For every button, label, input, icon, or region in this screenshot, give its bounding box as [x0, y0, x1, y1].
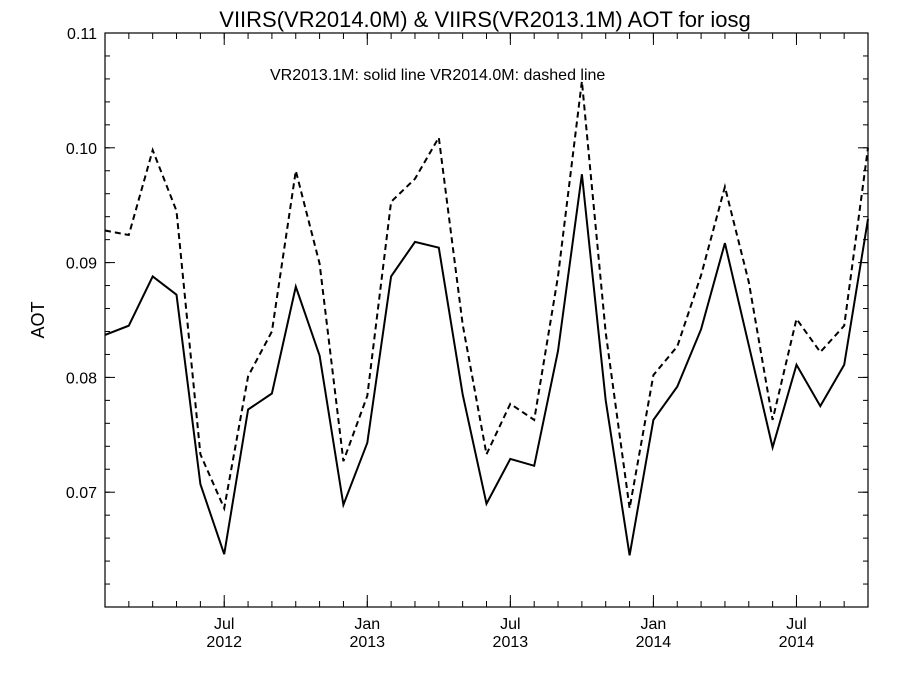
y-tick-label: 0.09 — [66, 256, 97, 273]
x-tick-month-label: Jan — [354, 616, 380, 633]
x-tick-year-label: 2013 — [349, 634, 385, 651]
chart-title: VIIRS(VR2014.0M) & VIIRS(VR2013.1M) AOT … — [219, 7, 750, 32]
y-tick-label: 0.10 — [66, 141, 97, 158]
x-tick-month-label: Jul — [786, 616, 806, 633]
x-tick-year-label: 2014 — [779, 634, 815, 651]
x-tick-year-label: 2012 — [206, 634, 242, 651]
x-tick-month-label: Jul — [500, 616, 520, 633]
series-line-dashed — [105, 81, 868, 508]
y-tick-label: 0.11 — [67, 26, 97, 43]
x-tick-year-label: 2014 — [636, 634, 672, 651]
plot-frame — [105, 33, 868, 607]
y-tick-label: 0.07 — [66, 485, 97, 502]
x-tick-month-label: Jul — [214, 616, 234, 633]
x-tick-month-label: Jan — [641, 616, 667, 633]
y-tick-label: 0.08 — [66, 370, 97, 387]
y-axis-label: AOT — [28, 301, 48, 338]
legend-note: VR2013.1M: solid line VR2014.0M: dashed … — [270, 67, 605, 84]
x-tick-year-label: 2013 — [493, 634, 529, 651]
